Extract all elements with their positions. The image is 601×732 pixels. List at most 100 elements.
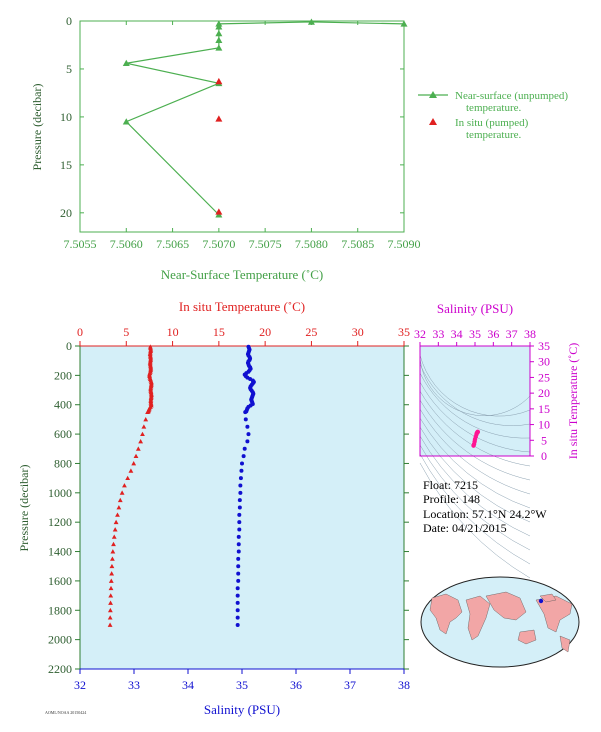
density-contour	[419, 435, 531, 537]
temperature-point	[117, 497, 123, 503]
temperature-point	[125, 475, 131, 481]
legend-label-unpumped-1: Near-surface (unpumped)	[455, 90, 568, 102]
salinity-point	[235, 622, 240, 627]
salinity-point	[235, 600, 240, 605]
salinity-point	[245, 424, 250, 429]
ts-xtick-label: 36	[487, 327, 499, 341]
temperature-point	[119, 490, 125, 495]
salinity-tick-label: 36	[290, 678, 302, 692]
temperature-tick-label: 35	[398, 325, 410, 339]
profile-ylabel: Pressure (decibar)	[17, 465, 31, 552]
near-surface-legend: Near-surface (unpumped) temperature. In …	[418, 90, 568, 141]
legend-label-unpumped-2: temperature.	[466, 102, 522, 114]
temperature-tick-label: 10	[167, 325, 179, 339]
near-surface-chart: 7.5055 7.5060 7.5065 7.5070 7.5075 7.5080 7.50…	[30, 14, 568, 282]
salinity-point	[237, 505, 242, 510]
temperature-point	[109, 571, 115, 576]
pumped-temperature-point	[215, 208, 223, 215]
salinity-point	[238, 483, 243, 488]
temperature-point	[113, 519, 119, 525]
profile-top-xlabel: In situ Temperature (˚C)	[179, 299, 305, 314]
density-contour	[419, 390, 531, 467]
ts-xtick-label: 35	[469, 327, 481, 341]
temperature-point	[141, 424, 147, 429]
profile-axes: 0200400600800100012001400160018002000220…	[48, 325, 410, 692]
near-surface-ytick-label: 20	[60, 206, 72, 220]
temperature-point	[107, 615, 113, 620]
near-surface-ytick-label: 5	[66, 62, 72, 76]
float-location-marker	[538, 598, 544, 604]
profile-chart: 0200400600800100012001400160018002000220…	[17, 299, 410, 717]
temperature-point	[145, 409, 150, 414]
profile-ytick-label: 1200	[48, 515, 72, 529]
location-line: Location: 57.1°N 24.2°W	[423, 507, 547, 521]
profile-ytick-label: 2200	[48, 662, 72, 676]
ts-density-contours	[419, 345, 531, 579]
near-surface-ytick-label: 0	[66, 14, 72, 28]
near-surface-axes: 7.5055 7.5060 7.5065 7.5070 7.5075 7.5080 7.50…	[60, 14, 421, 251]
density-contour	[419, 426, 531, 523]
temperature-point	[111, 541, 116, 547]
salinity-tick-label: 35	[236, 678, 248, 692]
temperature-point	[116, 505, 122, 510]
temperature-point	[133, 453, 139, 459]
salinity-point	[236, 571, 241, 576]
temperature-tick-label: 5	[123, 325, 129, 339]
ts-xtick-label: 37	[506, 327, 518, 341]
temperature-point	[107, 622, 113, 627]
near-surface-xtick-label: 7.5080	[295, 237, 328, 251]
ts-xlabel: Salinity (PSU)	[437, 301, 513, 316]
near-surface-series	[122, 18, 408, 218]
ts-xtick-label: 32	[414, 327, 426, 341]
near-surface-ylabel: Pressure (decibar)	[30, 84, 44, 171]
temperature-tick-label: 25	[305, 325, 317, 339]
ts-ytick-label: 15	[538, 402, 550, 416]
ts-point	[475, 429, 480, 434]
legend-label-pumped-1: In situ (pumped)	[455, 117, 529, 129]
temperature-point	[143, 417, 149, 422]
profile-ytick-label: 600	[54, 427, 72, 441]
ts-xtick-label: 34	[451, 327, 463, 341]
temperature-point	[108, 578, 114, 583]
salinity-point	[236, 534, 241, 539]
unpumped-temperature-point	[215, 23, 223, 30]
temperature-point	[110, 549, 116, 554]
unpumped-temperature-point	[215, 44, 223, 51]
density-contour	[419, 363, 531, 426]
near-surface-ytick-label: 15	[60, 158, 72, 172]
ts-ylabel: In situ Temperature (˚C)	[566, 343, 580, 460]
salinity-point	[238, 476, 243, 481]
temperature-tick-label: 0	[77, 325, 83, 339]
salinity-point	[241, 454, 246, 459]
salinity-point	[235, 586, 240, 591]
density-contour	[419, 462, 531, 579]
salinity-point	[237, 527, 242, 532]
legend-label-pumped-2: temperature.	[466, 129, 522, 141]
unpumped-temperature-point	[122, 59, 130, 66]
float-info: Float: 7215 Profile: 148 Location: 57.1°…	[423, 478, 547, 535]
profile-ytick-label: 1000	[48, 486, 72, 500]
unpumped-temperature-point	[400, 20, 408, 27]
near-surface-ytick-label: 10	[60, 110, 72, 124]
profile-plot-background	[80, 346, 404, 669]
unpumped-temperature-point	[215, 36, 223, 43]
temperature-point	[131, 461, 137, 466]
unpumped-temperature-point	[215, 29, 223, 37]
temperature-point	[111, 534, 117, 539]
salinity-point	[236, 542, 241, 547]
salinity-point	[235, 593, 240, 598]
salinity-point	[246, 432, 251, 437]
temperature-point	[108, 585, 114, 591]
ts-ytick-label: 30	[538, 355, 550, 369]
ts-ytick-label: 25	[538, 370, 550, 384]
profile-line: Profile: 148	[423, 492, 480, 506]
footer-tiny-text: AOML/NOAA 20150424	[45, 710, 86, 715]
profile-ytick-label: 2000	[48, 633, 72, 647]
unpumped-temperature-point	[307, 18, 315, 25]
world-map	[420, 576, 580, 668]
ts-ytick-label: 35	[538, 339, 550, 353]
unpumped-temperature-point	[122, 118, 130, 125]
density-contour	[419, 453, 531, 565]
density-contour	[419, 354, 531, 417]
